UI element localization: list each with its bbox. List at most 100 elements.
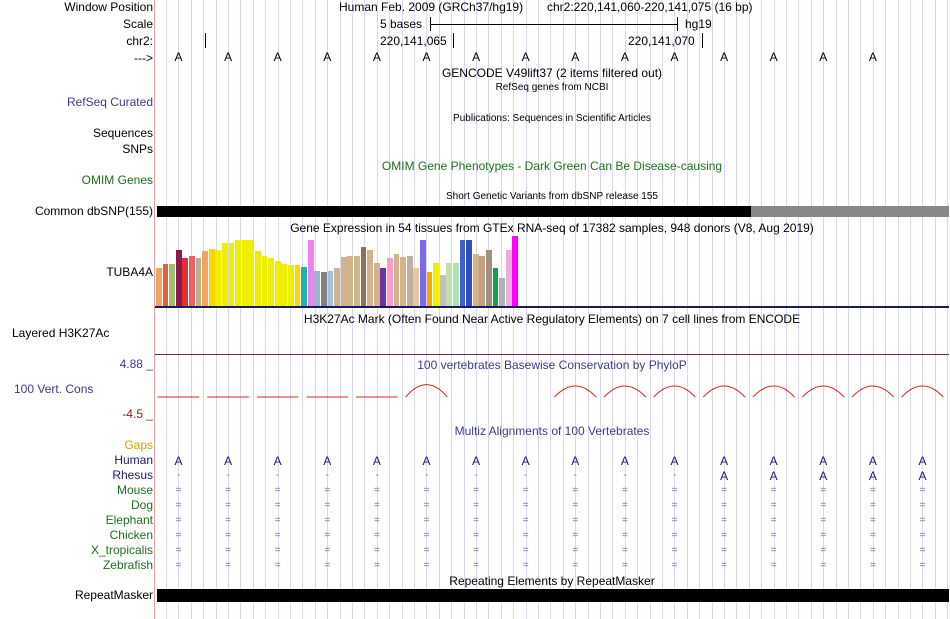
gtex-bar[interactable] <box>453 262 459 306</box>
publications-title[interactable]: Publications: Sequences in Scientific Ar… <box>453 113 651 124</box>
species-label[interactable]: Chicken <box>109 528 153 542</box>
gtex-bar[interactable] <box>261 255 268 306</box>
phylop-max: 4.88 _ <box>119 357 153 371</box>
gtex-bar[interactable] <box>492 267 499 306</box>
gtex-bar[interactable] <box>314 271 321 306</box>
gtex-bar[interactable] <box>162 264 169 306</box>
gtex-bar[interactable] <box>413 267 420 306</box>
grid-line <box>426 0 427 619</box>
h3k27-label[interactable]: Layered H3K27Ac <box>12 326 110 340</box>
refseq-title[interactable]: RefSeq genes from NCBI <box>495 82 609 93</box>
gtex-bar[interactable] <box>380 267 387 306</box>
gtex-bar[interactable] <box>406 255 413 306</box>
species-label[interactable]: Human <box>114 453 153 467</box>
species-label[interactable]: Rhesus <box>112 468 153 482</box>
phylop-label[interactable]: 100 Vert. Cons <box>14 382 94 396</box>
gtex-bar[interactable] <box>387 258 393 306</box>
species-label[interactable]: Zebrafish <box>102 558 153 572</box>
gencode-title[interactable]: GENCODE V49lift37 (2 items filtered out) <box>441 66 663 80</box>
species-label[interactable]: X_tropicalis <box>90 543 153 557</box>
grid-line <box>736 0 737 619</box>
gtex-bar[interactable] <box>347 255 354 306</box>
dbsnp-bar-gray[interactable] <box>751 206 949 217</box>
alignment-base: = <box>175 500 182 511</box>
gtex-bar[interactable] <box>446 262 453 306</box>
gtex-bar[interactable] <box>400 257 406 306</box>
gtex-bar[interactable] <box>189 255 195 306</box>
refseq-label[interactable]: RefSeq Curated <box>66 95 153 109</box>
h3k27-title[interactable]: H3K27Ac Mark (Often Found Near Active Re… <box>303 312 801 326</box>
gtex-bar[interactable] <box>241 239 248 306</box>
gtex-bar[interactable] <box>182 258 189 306</box>
gtex-bar[interactable] <box>373 262 380 306</box>
species-label[interactable]: Elephant <box>105 513 153 527</box>
gtex-bar[interactable] <box>486 250 492 306</box>
grid-line <box>526 0 527 619</box>
gtex-bar[interactable] <box>321 272 327 306</box>
sequences-label[interactable]: Sequences <box>92 126 153 140</box>
gtex-bar[interactable] <box>393 253 400 306</box>
gtex-bar[interactable] <box>479 255 486 306</box>
dbsnp-bar[interactable] <box>157 206 751 217</box>
gtex-bar[interactable] <box>426 272 433 306</box>
gtex-bar[interactable] <box>354 255 360 306</box>
gtex-bar[interactable] <box>439 274 446 306</box>
gtex-bar[interactable] <box>360 246 367 306</box>
gtex-bar[interactable] <box>512 236 519 306</box>
gtex-bar-chart[interactable] <box>156 236 556 306</box>
omim-label[interactable]: OMIM Genes <box>81 173 153 187</box>
gtex-bar[interactable] <box>466 239 472 306</box>
gtex-bar[interactable] <box>255 251 261 306</box>
multiz-title[interactable]: Multiz Alignments of 100 Vertebrates <box>454 424 650 438</box>
gtex-bar[interactable] <box>215 250 222 306</box>
gtex-bar[interactable] <box>499 278 505 306</box>
gtex-bar[interactable] <box>268 258 274 306</box>
alignment-base: = <box>671 530 678 541</box>
gtex-bar[interactable] <box>208 248 215 306</box>
gtex-bar[interactable] <box>367 250 373 306</box>
repeat-bar[interactable] <box>157 589 949 602</box>
dbsnp-label[interactable]: Common dbSNP(155) <box>34 204 153 218</box>
gtex-bar[interactable] <box>195 258 202 306</box>
alignment-base: = <box>522 485 529 496</box>
gtex-title[interactable]: Gene Expression in 54 tissues from GTEx … <box>290 221 814 235</box>
gtex-bar[interactable] <box>505 250 512 306</box>
snps-label[interactable]: SNPs <box>122 142 153 156</box>
gtex-bar[interactable] <box>340 257 347 306</box>
gtex-bar[interactable] <box>472 253 479 306</box>
gtex-bar[interactable] <box>235 239 241 306</box>
alignment-base: = <box>721 560 728 571</box>
gaps-label[interactable]: Gaps <box>124 438 153 452</box>
position-title[interactable]: chr2:220,141,060-220,141,075 (16 bp) <box>547 0 753 14</box>
gtex-bar[interactable] <box>307 239 314 306</box>
species-label[interactable]: Mouse <box>116 483 153 497</box>
gtex-label[interactable]: TUBA4A <box>106 265 153 279</box>
gtex-bar[interactable] <box>294 265 301 306</box>
grid-line <box>575 0 576 619</box>
dbsnp-title[interactable]: Short Genetic Variants from dbSNP releas… <box>446 191 658 202</box>
gtex-bar[interactable] <box>301 266 307 306</box>
gtex-bar[interactable] <box>202 251 208 306</box>
alignment-base: = <box>324 530 331 541</box>
grid-line <box>836 0 837 619</box>
gtex-bar[interactable] <box>459 239 466 306</box>
gtex-bar[interactable] <box>169 264 175 306</box>
gtex-bar[interactable] <box>334 267 340 306</box>
gtex-bar[interactable] <box>274 260 281 306</box>
species-label[interactable]: Dog <box>130 498 153 512</box>
phylop-plot[interactable] <box>155 370 949 410</box>
gtex-bar[interactable] <box>156 267 162 306</box>
repeat-title[interactable]: Repeating Elements by RepeatMasker <box>449 574 655 588</box>
gtex-bar[interactable] <box>248 239 255 306</box>
gtex-bar[interactable] <box>175 250 182 306</box>
gtex-bar[interactable] <box>433 262 439 306</box>
gtex-bar[interactable] <box>420 239 426 306</box>
gtex-bar[interactable] <box>222 243 228 306</box>
gtex-bar[interactable] <box>288 265 294 306</box>
gtex-bar[interactable] <box>281 264 288 306</box>
phylop-title[interactable]: 100 vertebrates Basewise Conservation by… <box>417 358 687 372</box>
omim-title[interactable]: OMIM Gene Phenotypes - Dark Green Can Be… <box>381 159 723 173</box>
gtex-bar[interactable] <box>228 243 235 306</box>
repeat-label[interactable]: RepeatMasker <box>74 588 153 602</box>
gtex-bar[interactable] <box>327 271 334 306</box>
